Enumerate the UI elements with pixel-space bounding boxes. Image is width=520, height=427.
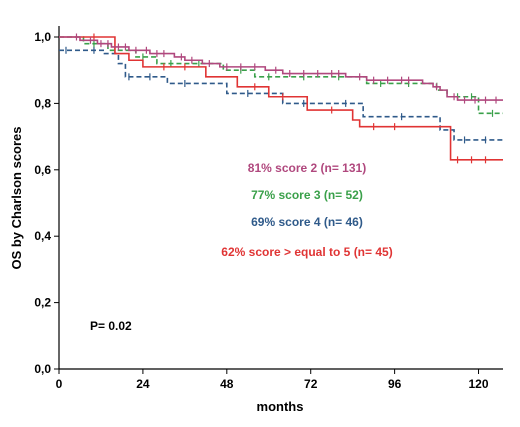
y-tick-label: 0,8 <box>34 96 51 110</box>
x-tick-label: 96 <box>388 377 402 391</box>
y-ticks: 0,0 0,2 0,4 0,6 0,8 1,0 <box>34 30 59 376</box>
y-tick-label: 0,2 <box>34 296 51 310</box>
x-tick-label: 24 <box>136 377 150 391</box>
y-tick-label: 1,0 <box>34 30 51 44</box>
legend-entry-score-3: 77% score 3 (n= 52) <box>251 188 363 202</box>
series-layer <box>59 33 503 164</box>
x-axis-title: months <box>257 399 304 414</box>
x-tick-label: 48 <box>220 377 234 391</box>
y-axis-title: OS by Charlson scores <box>9 126 24 269</box>
x-tick-label: 0 <box>56 377 63 391</box>
x-tick-label: 120 <box>469 377 489 391</box>
legend-entry-score-2: 81% score 2 (n= 131) <box>248 161 366 175</box>
legend: 81% score 2 (n= 131) 77% score 3 (n= 52)… <box>221 161 392 259</box>
axes <box>58 26 503 370</box>
km-curve-series-0 <box>59 36 503 101</box>
legend-entry-score-5plus: 62% score > equal to 5 (n= 45) <box>221 245 392 259</box>
y-tick-label: 0,0 <box>34 362 51 376</box>
p-value-annotation: P= 0.02 <box>90 319 132 333</box>
legend-entry-score-4: 69% score 4 (n= 46) <box>251 215 363 229</box>
km-curve-series-3 <box>59 36 503 161</box>
y-tick-label: 0,4 <box>34 229 51 243</box>
x-ticks: 0 24 48 72 96 120 <box>56 369 489 391</box>
x-tick-label: 72 <box>304 377 318 391</box>
km-curve-series-2 <box>59 49 503 141</box>
y-tick-label: 0,6 <box>34 163 51 177</box>
